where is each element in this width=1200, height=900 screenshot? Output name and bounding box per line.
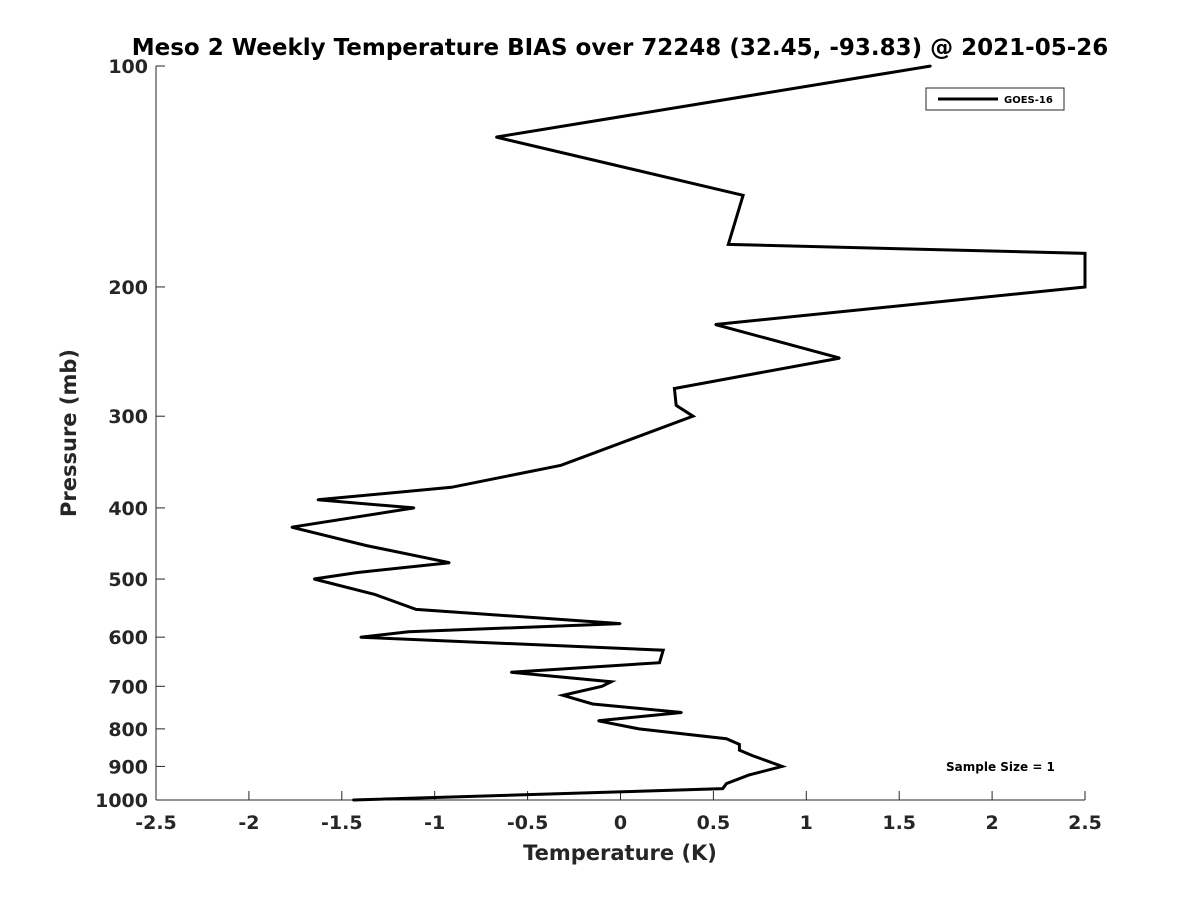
data-point [673,387,676,390]
data-point [714,323,717,326]
data-point [619,622,622,625]
data-point [725,737,728,740]
x-tick-label: 1.5 [882,812,916,834]
data-point [662,649,665,652]
x-tick-label: 2 [985,812,998,834]
x-tick-label: -2 [238,812,259,834]
data-point [597,719,600,722]
data-point [448,561,451,564]
data-point [365,544,367,547]
x-tick-label: 2.5 [1068,812,1102,834]
chart-title: Meso 2 Weekly Temperature BIAS over 7224… [132,35,1109,61]
y-tick-label: 300 [108,406,148,428]
legend-label-goes-16: GOES-16 [1004,95,1053,106]
data-point [738,749,741,752]
x-tick-label: -1.5 [321,812,363,834]
data-point [725,782,728,785]
y-tick-label: 800 [108,719,148,741]
data-point [1084,286,1086,288]
data-point [450,486,453,489]
data-point [747,774,750,777]
data-point [680,711,683,714]
data-point [751,754,754,757]
data-point [509,671,512,674]
data-point [781,765,784,768]
x-tick-label: -1 [424,812,445,834]
data-point [721,787,724,790]
data-point [600,685,603,688]
y-axis-label: Pressure (mb) [57,349,81,517]
x-tick-label: 0 [614,812,627,834]
series-group [290,64,1087,802]
data-point [407,630,410,633]
y-tick-label: 100 [108,56,148,78]
data-point [617,790,620,793]
data-point [495,136,497,139]
data-point [742,194,745,197]
data-point [738,743,741,746]
y-axis-ticks: 100 200 300 400 500 600 700 800 900 1000 [95,56,165,812]
data-point [692,415,694,418]
data-point [290,526,293,529]
data-point [316,498,319,501]
legend: GOES-16 [925,87,1065,111]
data-point [413,506,416,509]
data-point [560,464,562,467]
y-tick-label: 900 [108,756,148,778]
data-point [351,799,354,801]
y-tick-label: 600 [108,627,148,649]
data-point [675,404,678,407]
y-tick-label: 200 [108,277,148,299]
data-point [561,694,564,697]
data-point [355,571,358,574]
data-point [312,578,315,580]
data-point [591,703,594,705]
data-point [374,593,377,596]
data-point [638,727,641,730]
data-point [359,636,362,639]
plot-area [156,66,1085,800]
data-point [658,661,661,664]
x-tick-label: 1 [800,812,813,834]
data-point [610,680,613,683]
data-point [929,65,932,67]
x-tick-label: 0.5 [697,812,731,834]
y-tick-label: 700 [108,676,148,698]
data-point [838,357,841,360]
x-axis-ticks: -2.5 -2 -1.5 -1 -0.5 0 0.5 1 1.5 2 2.5 [135,791,1102,834]
x-tick-label: -2.5 [135,812,177,834]
data-point [415,608,418,611]
x-tick-label: -0.5 [507,812,549,834]
y-tick-label: 1000 [95,790,148,812]
y-tick-label: 400 [108,498,148,520]
sample-size-annotation: Sample Size = 1 [946,760,1055,774]
x-axis-label: Temperature (K) [523,841,717,865]
data-point [727,243,730,246]
y-tick-label: 500 [108,569,148,591]
data-point [1084,252,1086,255]
